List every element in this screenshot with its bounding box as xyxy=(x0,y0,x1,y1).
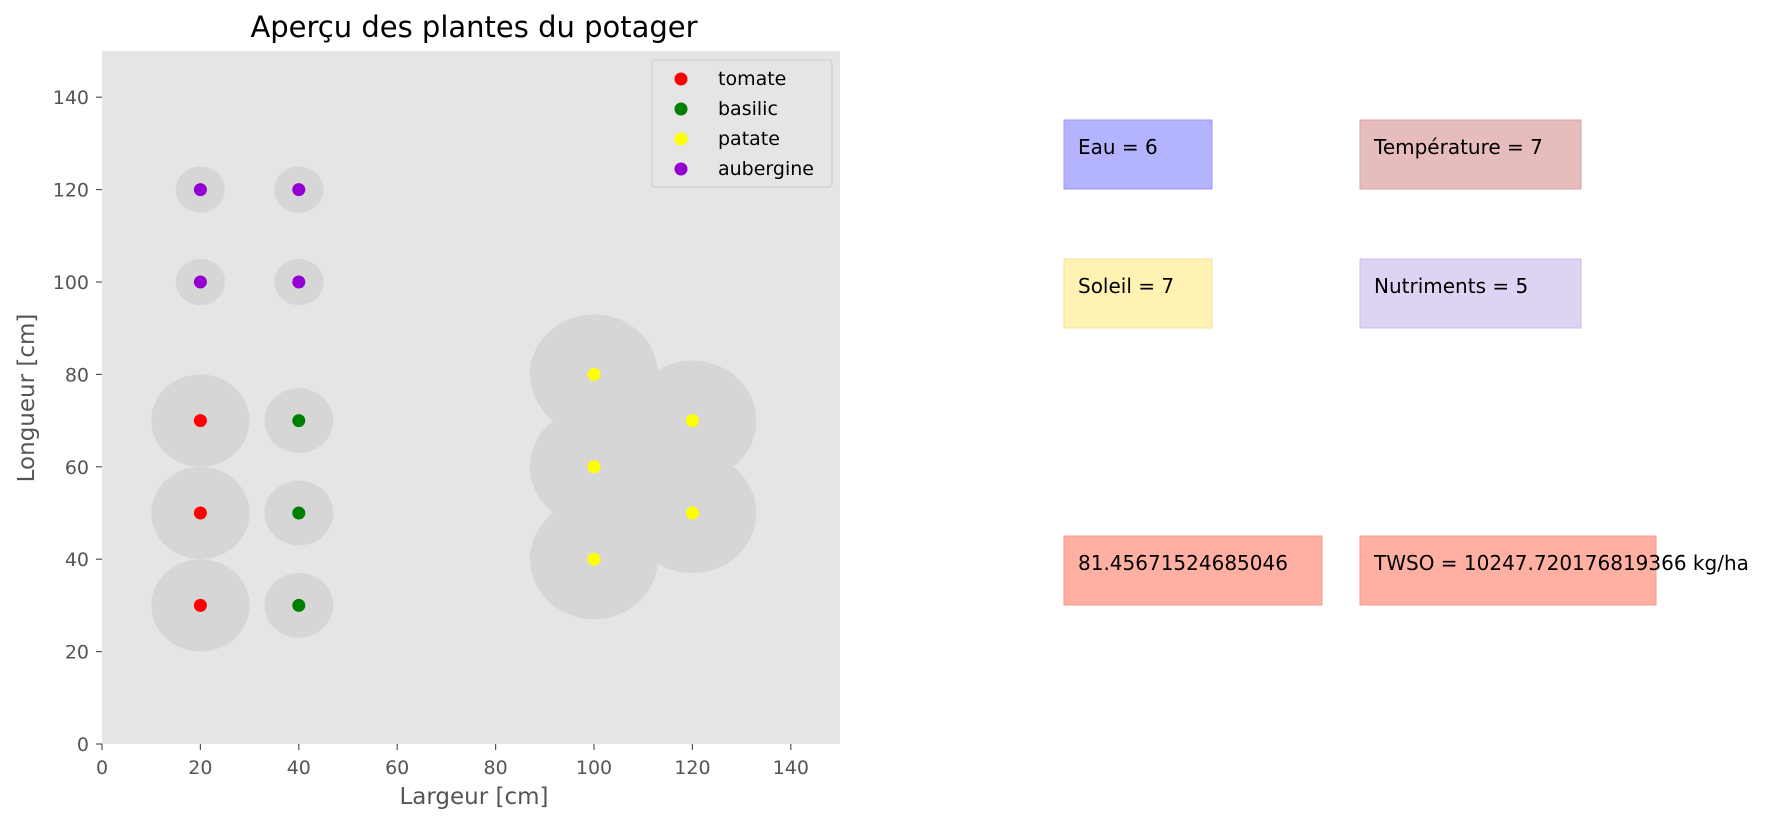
x-tick-label-140: 140 xyxy=(773,757,809,779)
point-patate-4 xyxy=(685,414,699,428)
info-boxes: Eau = 6 Température = 7 Soleil = 7 Nutri… xyxy=(1063,119,1749,606)
y-tick-label-100: 100 xyxy=(53,272,89,294)
y-tick-label-80: 80 xyxy=(65,364,89,386)
y-tick-label-40: 40 xyxy=(65,549,89,571)
x-tick-label-80: 80 xyxy=(484,757,508,779)
point-tomate-0 xyxy=(193,598,207,612)
box-soleil-text: Soleil = 7 xyxy=(1078,274,1174,298)
legend: tomate basilic patate aubergine xyxy=(651,59,833,188)
x-tick-label-20: 20 xyxy=(188,757,212,779)
plant-points xyxy=(193,183,699,612)
point-basilic-2 xyxy=(292,414,306,428)
box-eau xyxy=(1063,119,1213,190)
point-patate-3 xyxy=(685,506,699,520)
point-basilic-1 xyxy=(292,506,306,520)
x-tick-label-100: 100 xyxy=(576,757,612,779)
y-tick-label-140: 140 xyxy=(53,87,89,109)
point-tomate-1 xyxy=(193,506,207,520)
point-aubergine-1 xyxy=(193,183,207,197)
y-tick-label-120: 120 xyxy=(53,180,89,202)
point-aubergine-3 xyxy=(292,183,306,197)
legend-label-basilic: basilic xyxy=(718,98,778,120)
x-axis: 0 20 40 60 80 100 120 140 xyxy=(96,744,809,779)
legend-label-patate: patate xyxy=(718,128,780,150)
x-tick-label-0: 0 xyxy=(96,757,108,779)
box-nutriments xyxy=(1359,258,1582,329)
point-patate-0 xyxy=(587,552,601,566)
y-tick-label-60: 60 xyxy=(65,457,89,479)
x-tick-label-60: 60 xyxy=(385,757,409,779)
legend-label-aubergine: aubergine xyxy=(718,158,814,180)
x-tick-label-120: 120 xyxy=(674,757,710,779)
box-temperature-text: Température = 7 xyxy=(1373,135,1543,159)
box-score-text: 81.45671524685046 xyxy=(1078,551,1288,575)
legend-marker-aubergine xyxy=(674,162,688,176)
point-basilic-0 xyxy=(292,598,306,612)
point-patate-2 xyxy=(587,367,601,381)
legend-label-tomate: tomate xyxy=(718,68,786,90)
y-axis-label: Longueur [cm] xyxy=(14,314,40,483)
legend-marker-patate xyxy=(674,132,688,146)
y-tick-label-0: 0 xyxy=(77,734,89,756)
chart-title: Aperçu des plantes du potager xyxy=(250,10,697,44)
box-temperature xyxy=(1359,119,1582,190)
point-aubergine-2 xyxy=(292,275,306,289)
box-nutriments-text: Nutriments = 5 xyxy=(1374,274,1528,298)
legend-marker-tomate xyxy=(674,72,688,86)
box-twso-text: TWSO = 10247.720176819366 kg/ha xyxy=(1373,551,1749,575)
y-axis: 0 20 40 60 80 100 120 140 xyxy=(53,87,102,756)
legend-marker-basilic xyxy=(674,102,688,116)
box-score xyxy=(1063,535,1323,606)
y-tick-label-20: 20 xyxy=(65,642,89,664)
box-twso xyxy=(1359,535,1657,606)
legend-frame xyxy=(651,59,833,188)
point-tomate-2 xyxy=(193,414,207,428)
box-eau-text: Eau = 6 xyxy=(1078,135,1158,159)
point-patate-1 xyxy=(587,460,601,474)
point-aubergine-0 xyxy=(193,275,207,289)
x-axis-label: Largeur [cm] xyxy=(399,784,548,810)
x-tick-label-40: 40 xyxy=(287,757,311,779)
box-soleil xyxy=(1063,258,1213,329)
